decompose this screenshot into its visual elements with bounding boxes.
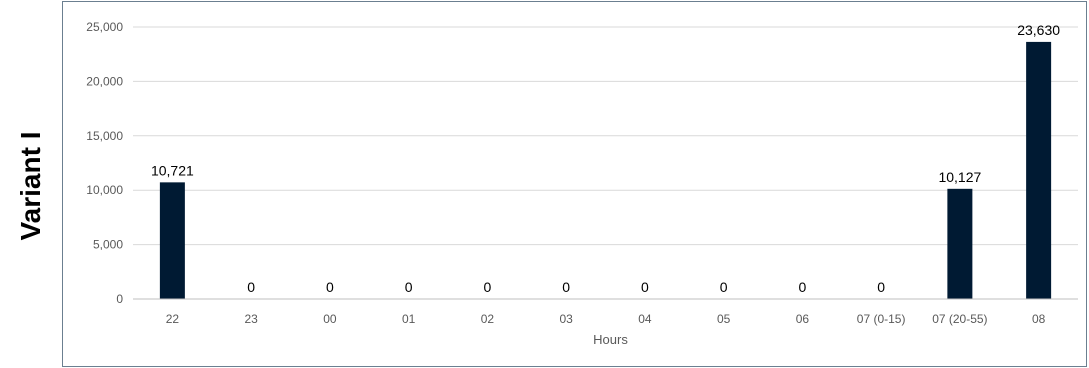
- bar: [1026, 41, 1052, 299]
- gridlines: [133, 26, 1078, 246]
- data-label: 0: [877, 279, 885, 295]
- y-tick-label: 15,000: [86, 129, 123, 143]
- x-tick-label: 06: [796, 312, 810, 326]
- chart-frame: 0 5,000 10,000 15,000 20,000 25,000 10,721 0 0 0…: [62, 1, 1087, 367]
- x-tick-label: 22: [166, 312, 180, 326]
- data-label: 0: [562, 279, 570, 295]
- x-tick-label: 00: [323, 312, 337, 326]
- data-label: 10,721: [151, 162, 194, 178]
- x-tick-label: 08: [1032, 312, 1046, 326]
- y-tick-label: 5,000: [93, 238, 123, 252]
- data-label: 0: [720, 279, 728, 295]
- variant-label: Variant I: [15, 131, 46, 241]
- x-tick-label: 07 (20-55): [932, 312, 987, 326]
- x-tick-label: 03: [559, 312, 573, 326]
- y-tick-label: 20,000: [86, 74, 123, 88]
- data-label: 0: [405, 279, 413, 295]
- x-tick-label: 02: [481, 312, 495, 326]
- x-tick-label: 01: [402, 312, 416, 326]
- data-labels: 10,721 0 0 0 0 0 0 0 0 0 10,127 23,630: [151, 22, 1060, 295]
- x-tick-label: 04: [638, 312, 652, 326]
- bar: [159, 182, 185, 299]
- data-label: 0: [247, 279, 255, 295]
- bar: [947, 188, 973, 299]
- data-label: 0: [798, 279, 806, 295]
- data-label: 0: [326, 279, 334, 295]
- y-axis-ticks: 0 5,000 10,000 15,000 20,000 25,000: [86, 20, 123, 306]
- bars: [159, 41, 1052, 299]
- y-tick-label: 0: [116, 292, 123, 306]
- data-label: 23,630: [1017, 22, 1060, 38]
- x-axis-title: Hours: [593, 332, 628, 347]
- data-label: 0: [483, 279, 491, 295]
- data-label: 0: [641, 279, 649, 295]
- x-axis-ticks: 22 23 00 01 02 03 04 05 06 07 (0-15) 07 (20-55) 08: [166, 312, 1046, 326]
- x-tick-label: 23: [244, 312, 258, 326]
- chart-side-label: Variant I: [0, 0, 62, 368]
- x-tick-label: 07 (0-15): [857, 312, 906, 326]
- x-tick-label: 05: [717, 312, 731, 326]
- data-label: 10,127: [938, 169, 981, 185]
- y-tick-label: 25,000: [86, 20, 123, 34]
- y-tick-label: 10,000: [86, 183, 123, 197]
